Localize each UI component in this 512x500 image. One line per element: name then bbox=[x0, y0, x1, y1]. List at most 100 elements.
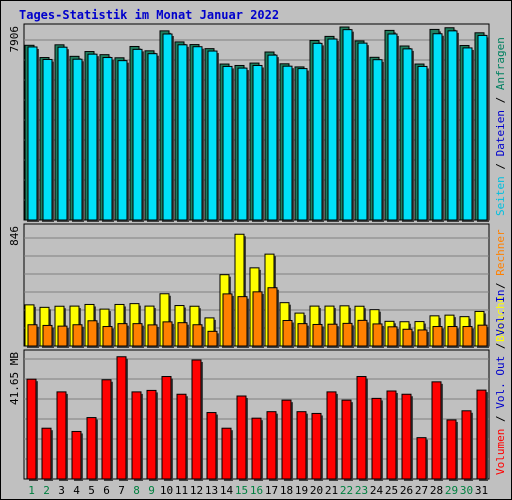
middle-legend-entry: Rechner bbox=[494, 229, 507, 276]
bottom-bar-volumen bbox=[386, 390, 397, 480]
bottom-bar-volumen bbox=[71, 430, 82, 480]
bottom-ymax-label: 41.65 MB bbox=[8, 352, 21, 405]
bottom-bar-volumen bbox=[41, 427, 52, 480]
middle-bar-rechner bbox=[387, 326, 398, 347]
top-legend-entry: Anfragen bbox=[494, 37, 507, 90]
bottom-bar-volumen bbox=[431, 381, 442, 480]
bottom-bar-volumen bbox=[401, 393, 412, 480]
bottom-bar-volumen bbox=[146, 389, 157, 480]
middle-legend-entry: Besuche bbox=[494, 296, 507, 342]
bottom-bar-volumen bbox=[176, 393, 187, 480]
middle-bar-rechner bbox=[312, 323, 323, 347]
x-tick-label: 10 bbox=[160, 484, 173, 497]
bottom-bar-volumen bbox=[116, 356, 127, 480]
middle-bar-rechner bbox=[342, 322, 353, 347]
top-bar-dateien bbox=[372, 59, 383, 221]
top-bar-dateien bbox=[57, 46, 68, 221]
x-tick-label: 28 bbox=[430, 484, 443, 497]
x-tick-label: 8 bbox=[133, 484, 140, 497]
bottom-bar-volumen bbox=[371, 397, 382, 480]
top-bar-dateien bbox=[327, 38, 338, 221]
bottom-bar-volumen bbox=[266, 411, 277, 480]
top-bar-dateien bbox=[87, 53, 98, 221]
middle-bar-rechner bbox=[207, 330, 218, 347]
top-bar-dateien bbox=[387, 33, 398, 221]
bottom-bar-volumen bbox=[416, 437, 427, 480]
middle-bar-rechner bbox=[132, 323, 143, 347]
x-tick-label: 2 bbox=[43, 484, 50, 497]
bottom-legend: Volumen / Vol. Out / Vol. In bbox=[494, 290, 507, 475]
middle-bar-rechner bbox=[117, 323, 128, 347]
middle-bar-rechner bbox=[297, 323, 308, 347]
middle-bar-rechner bbox=[222, 293, 233, 347]
bottom-legend-entry: / bbox=[494, 336, 507, 356]
x-tick-label: 9 bbox=[148, 484, 155, 497]
top-bar-dateien bbox=[237, 67, 248, 221]
x-tick-label: 21 bbox=[325, 484, 338, 497]
top-bar-dateien bbox=[252, 64, 263, 221]
bottom-legend-entry: Vol. Out bbox=[494, 356, 507, 409]
bottom-bar-volumen bbox=[461, 410, 472, 480]
middle-bar-rechner bbox=[177, 322, 188, 347]
bottom-legend-entry: Volumen bbox=[494, 429, 507, 475]
top-legend-entry: / bbox=[494, 90, 507, 110]
bottom-bar-volumen bbox=[326, 391, 337, 480]
middle-bar-rechner bbox=[402, 328, 413, 347]
top-bar-dateien bbox=[27, 46, 38, 221]
x-tick-label: 25 bbox=[385, 484, 398, 497]
top-legend: Seiten / Dateien / Anfragen bbox=[494, 37, 507, 216]
x-tick-label: 31 bbox=[475, 484, 488, 497]
middle-bar-rechner bbox=[282, 319, 293, 347]
x-tick-label: 24 bbox=[370, 484, 384, 497]
bottom-legend-entry: Vol. In bbox=[494, 290, 507, 336]
top-bar-dateien bbox=[42, 58, 53, 221]
x-tick-label: 26 bbox=[400, 484, 413, 497]
x-tick-label: 22 bbox=[340, 484, 353, 497]
x-tick-label: 6 bbox=[103, 484, 110, 497]
top-bar-dateien bbox=[117, 60, 128, 221]
x-tick-label: 11 bbox=[175, 484, 188, 497]
middle-bar-rechner bbox=[447, 326, 458, 347]
top-bar-dateien bbox=[447, 30, 458, 221]
middle-bar-rechner bbox=[462, 326, 473, 347]
middle-bar-rechner bbox=[252, 291, 263, 347]
top-bar-dateien bbox=[312, 42, 323, 221]
bottom-bar-volumen bbox=[86, 417, 97, 480]
middle-legend: Besuche / Rechner bbox=[494, 229, 507, 342]
x-tick-label: 12 bbox=[190, 484, 203, 497]
middle-bar-rechner bbox=[357, 319, 368, 347]
top-bar-dateien bbox=[417, 65, 428, 221]
x-tick-label: 1 bbox=[28, 484, 35, 497]
bottom-bar-volumen bbox=[311, 412, 322, 480]
bottom-bar-volumen bbox=[476, 389, 487, 480]
top-bar-dateien bbox=[297, 68, 308, 221]
bottom-bar-volumen bbox=[56, 391, 67, 480]
middle-bar-rechner bbox=[42, 324, 53, 347]
bottom-bar-volumen bbox=[206, 412, 217, 480]
x-tick-label: 20 bbox=[310, 484, 323, 497]
middle-bar-rechner bbox=[162, 321, 173, 347]
bottom-bar-volumen bbox=[26, 378, 37, 480]
x-tick-label: 27 bbox=[415, 484, 428, 497]
top-bar-dateien bbox=[102, 57, 113, 221]
middle-bar-rechner bbox=[102, 326, 113, 347]
top-bar-dateien bbox=[177, 44, 188, 221]
top-bar-dateien bbox=[162, 33, 173, 221]
middle-bar-rechner bbox=[192, 324, 203, 347]
x-tick-label: 19 bbox=[295, 484, 308, 497]
bottom-bar-volumen bbox=[161, 376, 172, 480]
bottom-bar-volumen bbox=[191, 359, 202, 480]
top-bar-dateien bbox=[282, 65, 293, 221]
top-bar-dateien bbox=[222, 65, 233, 221]
top-bar-dateien bbox=[267, 54, 278, 221]
x-tick-label: 18 bbox=[280, 484, 293, 497]
middle-bar-rechner bbox=[432, 326, 443, 347]
bottom-bar-volumen bbox=[296, 411, 307, 480]
x-tick-label: 7 bbox=[118, 484, 125, 497]
chart-title: Tages-Statistik im Monat Januar 2022 bbox=[19, 8, 280, 22]
x-tick-label: 30 bbox=[460, 484, 473, 497]
middle-bar-rechner bbox=[57, 325, 68, 347]
top-bar-dateien bbox=[132, 48, 143, 221]
top-bar-dateien bbox=[207, 50, 218, 221]
